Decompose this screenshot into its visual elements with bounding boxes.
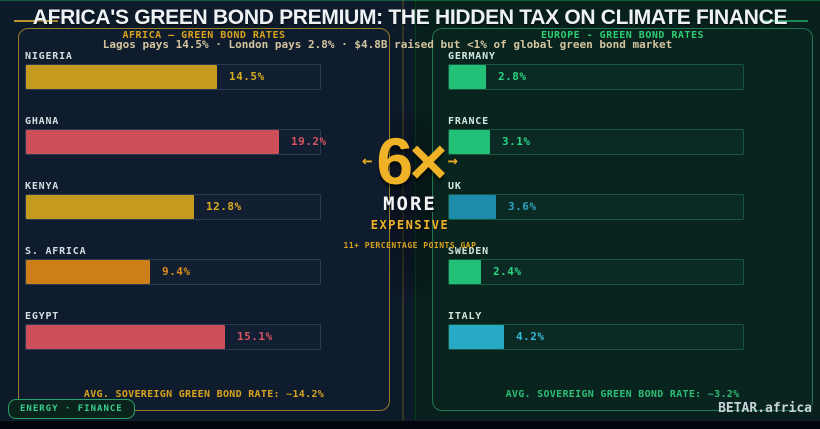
bar-row: UK 3.6% bbox=[448, 181, 812, 223]
bar-track: 19.2% bbox=[25, 129, 326, 155]
africa-average-note: AVG. SOVEREIGN GREEN BOND RATE: ~14.2% bbox=[83, 389, 325, 400]
page-title: AFRICA'S GREEN BOND PREMIUM: THE HIDDEN … bbox=[32, 6, 788, 29]
africa-panel: AFRICA — GREEN BOND RATES NIGERIA 14.5% … bbox=[18, 28, 390, 411]
center-callout: ← 6× → MORE EXPENSIVE 11+ PERCENTAGE POI… bbox=[328, 124, 492, 250]
title-rule-right bbox=[764, 20, 808, 22]
africa-panel-header: AFRICA — GREEN BOND RATES bbox=[122, 30, 286, 41]
bar-fill bbox=[449, 195, 496, 219]
bar-value: 2.8% bbox=[498, 70, 527, 83]
europe-panel: EUROPE - GREEN BOND RATES GERMANY 2.8% F… bbox=[432, 28, 813, 411]
bar-row: ITALY 4.2% bbox=[448, 311, 812, 353]
bar-fill bbox=[26, 130, 279, 154]
bar-row: NIGERIA 14.5% bbox=[25, 51, 389, 93]
bar-value: 14.5% bbox=[229, 70, 265, 83]
more-label: MORE bbox=[383, 192, 437, 215]
expensive-label: EXPENSIVE bbox=[370, 217, 450, 232]
bar-label: GERMANY bbox=[448, 51, 496, 62]
bar-value: 3.1% bbox=[502, 135, 531, 148]
bar-track: 15.1% bbox=[25, 324, 321, 350]
europe-average-note: AVG. SOVEREIGN GREEN BOND RATE: ~3.2% bbox=[505, 389, 740, 400]
arrow-left-icon: ← bbox=[362, 151, 373, 172]
bar-value: 4.2% bbox=[516, 330, 545, 343]
bar-label: SWEDEN bbox=[448, 246, 489, 257]
bar-value: 12.8% bbox=[206, 200, 242, 213]
arrow-right-icon: → bbox=[447, 151, 458, 172]
title-rule-left bbox=[14, 20, 58, 22]
bar-track: 12.8% bbox=[25, 194, 321, 220]
brand-mark: BETAR.africa bbox=[718, 401, 812, 416]
bar-track: 2.4% bbox=[448, 259, 744, 285]
bar-value: 15.1% bbox=[237, 330, 273, 343]
bar-fill bbox=[26, 195, 194, 219]
bar-track: 3.6% bbox=[448, 194, 744, 220]
bar-row: SWEDEN 2.4% bbox=[448, 246, 812, 288]
bar-fill bbox=[449, 65, 486, 89]
top-accent-line bbox=[0, 0, 820, 1]
bar-row: KENYA 12.8% bbox=[25, 181, 389, 223]
bottom-strip bbox=[0, 420, 820, 429]
bar-label: KENYA bbox=[25, 181, 60, 192]
multiplier-value: 6× bbox=[376, 124, 447, 198]
bar-row: EGYPT 15.1% bbox=[25, 311, 389, 353]
bar-label: NIGERIA bbox=[25, 51, 73, 62]
category-badge: ENERGY · FINANCE bbox=[8, 399, 135, 419]
bar-value: 19.2% bbox=[291, 135, 327, 148]
bar-track: 3.1% bbox=[448, 129, 744, 155]
bar-fill bbox=[26, 65, 217, 89]
bar-track: 9.4% bbox=[25, 259, 321, 285]
bar-row: S. AFRICA 9.4% bbox=[25, 246, 389, 288]
bar-fill bbox=[449, 260, 481, 284]
bar-value: 9.4% bbox=[162, 265, 191, 278]
bar-row: FRANCE 3.1% bbox=[448, 116, 812, 158]
bar-label: FRANCE bbox=[448, 116, 489, 127]
bar-label: UK bbox=[448, 181, 462, 192]
bar-fill bbox=[26, 260, 150, 284]
multiplier-row: ← 6× → bbox=[328, 124, 492, 198]
gap-note: 11+ PERCENTAGE POINTS GAP bbox=[343, 240, 477, 250]
bar-label: S. AFRICA bbox=[25, 246, 87, 257]
bar-label: GHANA bbox=[25, 116, 60, 127]
bar-track: 4.2% bbox=[448, 324, 744, 350]
bar-value: 2.4% bbox=[493, 265, 522, 278]
bar-fill bbox=[449, 325, 504, 349]
bar-label: ITALY bbox=[448, 311, 483, 322]
bar-track: 14.5% bbox=[25, 64, 321, 90]
bar-fill bbox=[26, 325, 225, 349]
europe-panel-header: EUROPE - GREEN BOND RATES bbox=[540, 30, 704, 41]
bar-track: 2.8% bbox=[448, 64, 744, 90]
bar-row: GERMANY 2.8% bbox=[448, 51, 812, 93]
bar-value: 3.6% bbox=[508, 200, 537, 213]
bar-row: GHANA 19.2% bbox=[25, 116, 389, 158]
bar-label: EGYPT bbox=[25, 311, 60, 322]
subtitle: Lagos pays 14.5% · London pays 2.8% · $4… bbox=[102, 38, 673, 51]
bar-fill bbox=[449, 130, 490, 154]
